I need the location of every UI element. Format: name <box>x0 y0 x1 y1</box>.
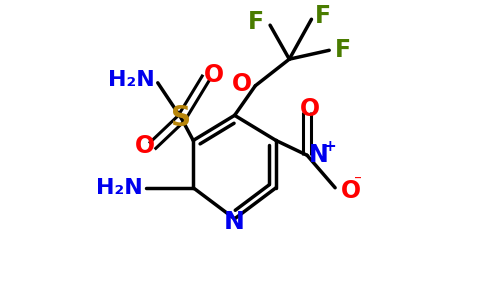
Text: F: F <box>315 4 331 28</box>
Text: O: O <box>341 179 361 203</box>
Text: F: F <box>335 38 351 62</box>
Text: O: O <box>135 134 154 158</box>
Text: O: O <box>204 63 224 87</box>
Text: ⁻: ⁻ <box>354 174 363 189</box>
Text: H₂N: H₂N <box>96 178 143 198</box>
Text: O: O <box>232 72 252 96</box>
Text: N: N <box>308 143 328 167</box>
Text: S: S <box>171 104 191 132</box>
Text: O: O <box>300 98 320 122</box>
Text: +: + <box>323 139 336 154</box>
Text: N: N <box>224 210 245 234</box>
Text: F: F <box>248 10 264 34</box>
Text: H₂N: H₂N <box>108 70 155 90</box>
